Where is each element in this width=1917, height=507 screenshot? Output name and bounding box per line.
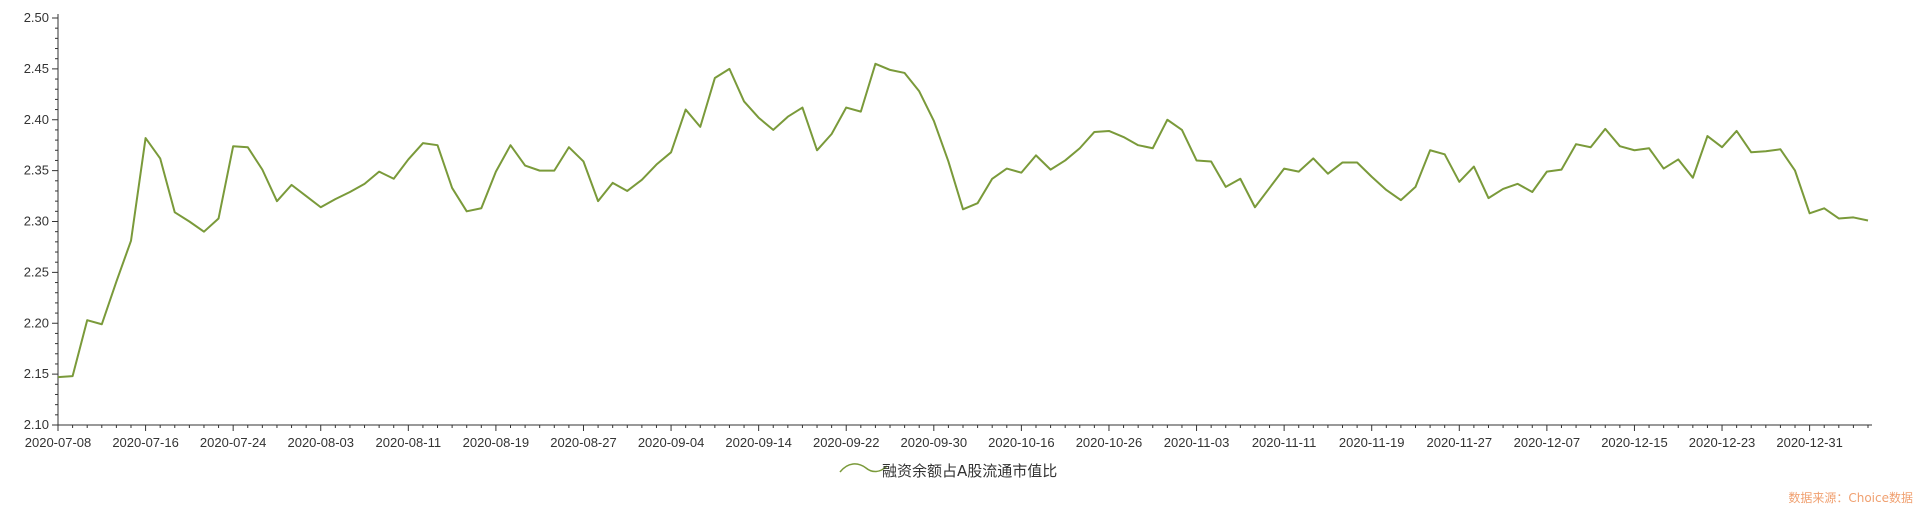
x-tick-label: 2020-10-16 (988, 435, 1055, 450)
x-tick-label: 2020-12-31 (1776, 435, 1843, 450)
x-tick-label: 2020-11-19 (1339, 435, 1405, 450)
series-line (57, 62, 1869, 379)
x-tick-label: 2020-07-24 (200, 435, 267, 450)
x-tick-label: 2020-09-04 (638, 435, 705, 450)
y-tick-label: 2.50 (24, 10, 49, 25)
y-tick-label: 2.35 (24, 163, 49, 178)
y-tick-label: 2.45 (24, 61, 49, 76)
x-tick-label: 2020-08-19 (463, 435, 530, 450)
y-axis: 2.10 2.15 2.20 2.25 2.30 2.35 2.40 2.45 2.50 (24, 10, 59, 432)
x-tick-label: 2020-10-26 (1076, 435, 1143, 450)
x-tick-label: 2020-07-16 (112, 435, 179, 450)
x-tick-label: 2020-12-15 (1601, 435, 1668, 450)
y-tick-label: 2.30 (24, 214, 49, 229)
x-tick-label: 2020-08-27 (550, 435, 617, 450)
legend[interactable]: 融资余额占A股流通市值比 (839, 462, 1057, 480)
y-tick-label: 2.10 (24, 417, 49, 432)
y-tick-label: 2.40 (24, 112, 49, 127)
x-tick-label: 2020-11-11 (1252, 435, 1317, 450)
x-tick-label: 2020-08-03 (287, 435, 354, 450)
x-tick-label: 2020-11-03 (1164, 435, 1230, 450)
x-tick-label: 2020-09-30 (901, 435, 968, 450)
y-tick-label: 2.20 (24, 315, 49, 330)
x-tick-label: 2020-09-22 (813, 435, 880, 450)
x-tick-label: 2020-09-14 (725, 435, 792, 450)
y-tick-label: 2.25 (24, 264, 49, 279)
y-tick-label: 2.15 (24, 366, 49, 381)
x-tick-label: 2020-12-07 (1514, 435, 1581, 450)
legend-line-swatch (839, 463, 888, 473)
data-source-note: 数据来源：Choice数据 (1788, 490, 1913, 505)
x-axis: 2020-07-08 2020-07-16 2020-07-24 2020-08-03… (25, 424, 1872, 450)
x-tick-label: 2020-07-08 (25, 435, 92, 450)
series-layer (57, 62, 1869, 379)
x-tick-label: 2020-12-23 (1689, 435, 1756, 450)
x-tick-label: 2020-11-27 (1427, 435, 1493, 450)
x-tick-label: 2020-08-11 (376, 435, 442, 450)
legend-series-label: 融资余额占A股流通市值比 (882, 462, 1057, 480)
